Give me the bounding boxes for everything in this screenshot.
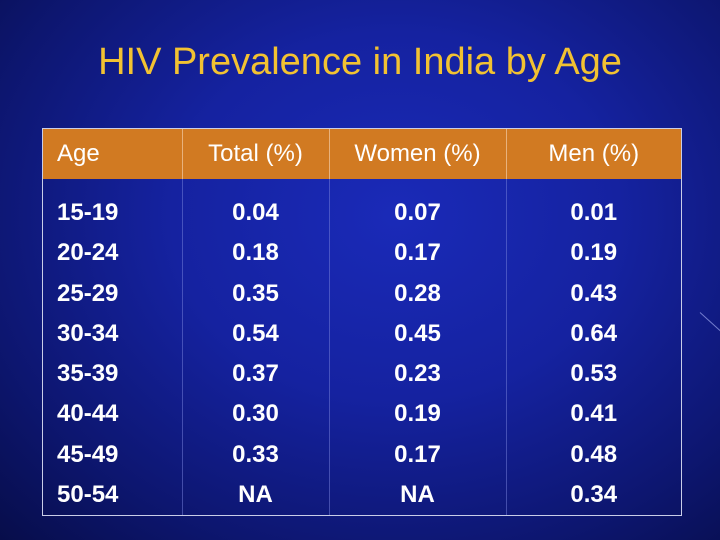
women-cell: 0.17	[394, 239, 441, 267]
total-cell: 0.37	[232, 360, 279, 388]
age-cell: 35-39	[57, 360, 119, 388]
men-cell: 0.41	[570, 400, 618, 428]
women-cell: 0.19	[394, 400, 441, 428]
header-men: Men (%)	[506, 129, 681, 179]
total-cell: NA	[238, 481, 273, 509]
age-cell: 20-24	[57, 239, 119, 267]
header-total: Total (%)	[182, 129, 330, 179]
men-cell: 0.01	[570, 199, 618, 226]
age-cell: 45-49	[57, 440, 119, 468]
men-cell: 0.53	[570, 360, 618, 388]
prevalence-table: Age Total (%) Women (%) Men (%) 15-19 20-…	[42, 128, 682, 516]
slide-title: HIV Prevalence in India by Age	[98, 41, 622, 83]
men-cell: 0.34	[570, 481, 618, 509]
women-cell: 0.23	[394, 360, 441, 388]
men-cell: 0.19	[570, 239, 618, 267]
women-cell: 0.45	[394, 319, 441, 347]
total-cell: 0.35	[232, 279, 279, 307]
total-cell: 0.54	[232, 319, 279, 347]
total-column: 0.04 0.18 0.35 0.54 0.37 0.30 0.33 NA	[182, 179, 330, 516]
prevalence-table-grid: Age Total (%) Women (%) Men (%) 15-19 20-…	[43, 129, 681, 516]
women-cell: NA	[400, 481, 435, 509]
age-cell: 30-34	[57, 319, 119, 347]
total-cell: 0.30	[232, 400, 279, 428]
age-cell: 50-54	[57, 481, 119, 509]
women-cell: 0.28	[394, 279, 441, 307]
men-cell: 0.64	[570, 319, 618, 347]
men-cell: 0.43	[570, 279, 618, 307]
table-body-row: 15-19 20-24 25-29 30-34 35-39 40-44 45-49 50-54…	[43, 179, 681, 516]
header-age: Age	[43, 129, 183, 179]
men-column: 0.01 0.19 0.43 0.64 0.53 0.41 0.48 0.34	[506, 179, 681, 515]
women-cell: 0.17	[394, 440, 441, 468]
total-cell: 0.18	[232, 239, 279, 267]
age-cell: 15-19	[57, 199, 119, 226]
women-cell: 0.07	[394, 199, 441, 226]
decorative-line	[699, 312, 720, 333]
table-header-row: Age Total (%) Women (%) Men (%)	[43, 129, 681, 179]
men-cell: 0.48	[570, 440, 618, 468]
total-cell: 0.04	[232, 199, 279, 226]
age-cell: 40-44	[57, 400, 119, 428]
header-women: Women (%)	[329, 129, 507, 179]
age-cell: 25-29	[57, 279, 119, 307]
women-column: 0.07 0.17 0.28 0.45 0.23 0.19 0.17 NA	[329, 179, 507, 516]
age-column: 15-19 20-24 25-29 30-34 35-39 40-44 45-49 50-54	[43, 179, 183, 516]
total-cell: 0.33	[232, 440, 279, 468]
